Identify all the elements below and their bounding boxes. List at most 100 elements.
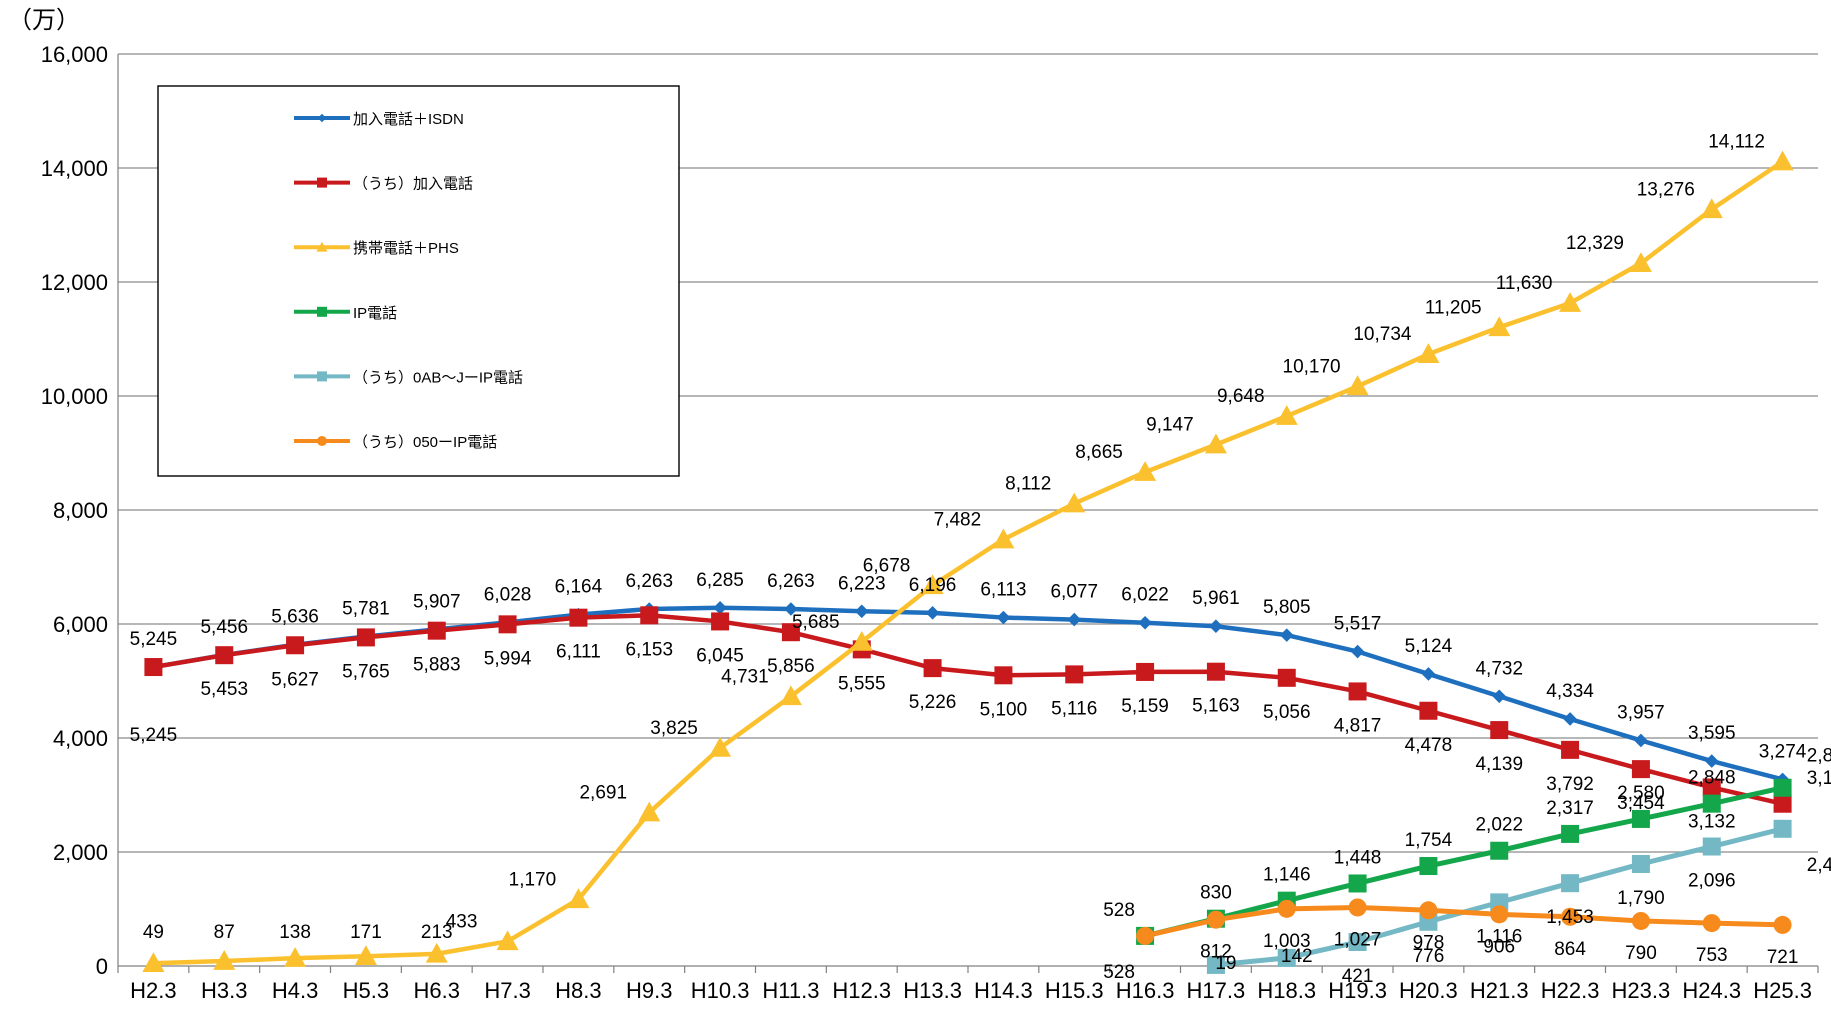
data-label: 6,263 [767,571,815,592]
data-point [784,602,798,616]
data-label: 776 [1413,946,1445,967]
data-point [1490,841,1509,860]
data-label: 2,847 [1807,746,1831,767]
data-point [1631,854,1650,873]
data-label: 213 [421,922,453,943]
y-tick-label: 6,000 [53,612,108,637]
data-label: 864 [1554,939,1586,960]
data-point [854,604,869,619]
data-label: 5,163 [1192,696,1240,717]
data-point [779,685,802,706]
data-label: 4,334 [1546,681,1594,702]
x-tick-label: H11.3 [762,978,819,1003]
legend-item-subscriber: （うち）加入電話 [294,176,473,193]
data-label: 3,792 [1546,774,1594,795]
data-label: 5,124 [1405,636,1453,657]
data-label: 6,153 [625,639,673,660]
data-label: 6,022 [1121,585,1169,606]
data-label: 5,907 [413,591,461,612]
data-point [781,623,800,642]
data-label: 3,825 [650,718,698,739]
data-point [1773,794,1792,813]
data-label: 12,329 [1566,233,1624,254]
data-label: 11,630 [1496,273,1553,294]
legend-item-mobile-phs: 携帯電話＋PHS [294,240,459,257]
x-tick-label: H22.3 [1541,978,1600,1003]
data-point [1704,754,1719,768]
data-label: 4,731 [721,666,769,687]
data-label: 2,691 [579,783,627,804]
data-point [1561,824,1580,843]
data-label: 10,734 [1353,324,1412,345]
legend-label: IP電話 [353,305,397,322]
data-label: 1,170 [509,869,557,890]
legend-label: （うち）050ーIP電話 [353,434,497,451]
x-tick-label: H16.3 [1116,978,1175,1003]
legend-box [157,85,680,477]
data-label: 3,132 [1688,811,1736,832]
data-label: 5,961 [1192,588,1240,609]
data-point [569,608,588,627]
data-point [850,630,873,651]
data-point [1206,955,1225,974]
data-point [144,658,163,677]
data-label: 19 [1215,953,1236,974]
data-point [925,606,940,620]
data-label: 5,994 [484,648,532,669]
legend-label: （うち）加入電話 [353,176,473,193]
x-tick-label: H15.3 [1045,978,1104,1003]
data-point [317,436,327,446]
data-point [142,952,165,973]
data-point [1702,778,1721,797]
data-point [1348,898,1367,917]
x-tick-label: H13.3 [903,978,962,1003]
data-label: 5,856 [767,656,815,677]
data-label: 2,407 [1807,855,1831,876]
data-label: 5,226 [909,692,957,713]
data-point [1773,819,1792,838]
data-point [1773,915,1792,934]
data-label: 3,957 [1617,702,1665,723]
x-tick-label: H8.3 [555,978,601,1003]
x-tick-label: H18.3 [1257,978,1316,1003]
data-label: 6,113 [980,580,1026,601]
series-fixed-isdn [146,600,1790,787]
data-point [994,666,1013,685]
x-tick-label: H4.3 [272,978,318,1003]
data-label: 6,196 [909,575,957,596]
data-label: 1,116 [1476,926,1522,947]
data-point [1702,837,1721,856]
x-tick-label: H24.3 [1682,978,1741,1003]
x-tick-label: H20.3 [1399,978,1458,1003]
legend-item-ip-phone: IP電話 [294,305,397,322]
data-label: 6,077 [1050,582,1098,603]
data-labels: 5,245 5,456 5,636 5,781 5,907 6,028 6,164 6,263… [130,132,1831,987]
series-subscriber [144,606,1792,813]
data-point [317,306,327,317]
x-tick-label: H14.3 [974,978,1033,1003]
data-label: 5,883 [413,655,461,676]
data-point [1206,662,1225,681]
data-point [1631,911,1650,930]
x-tick-label: H21.3 [1470,978,1529,1003]
data-label: 6,045 [696,645,744,666]
data-point [1629,252,1652,273]
data-label: 5,116 [1051,698,1097,719]
series-line [1144,785,1784,939]
data-label: 528 [1103,900,1135,921]
legend-label: 携帯電話＋PHS [353,240,459,257]
y-tick-label: 12,000 [41,270,108,295]
data-point [1702,794,1721,813]
data-label: 10,170 [1283,356,1341,377]
data-point [1063,492,1086,513]
data-point [316,241,328,252]
data-label: 906 [1483,936,1515,957]
data-point [317,113,327,123]
data-point [1067,612,1082,627]
data-point [1348,874,1367,893]
data-point [317,177,327,188]
data-point [1277,899,1296,918]
data-label: 4,139 [1475,754,1523,775]
data-label: 1,027 [1334,929,1382,950]
